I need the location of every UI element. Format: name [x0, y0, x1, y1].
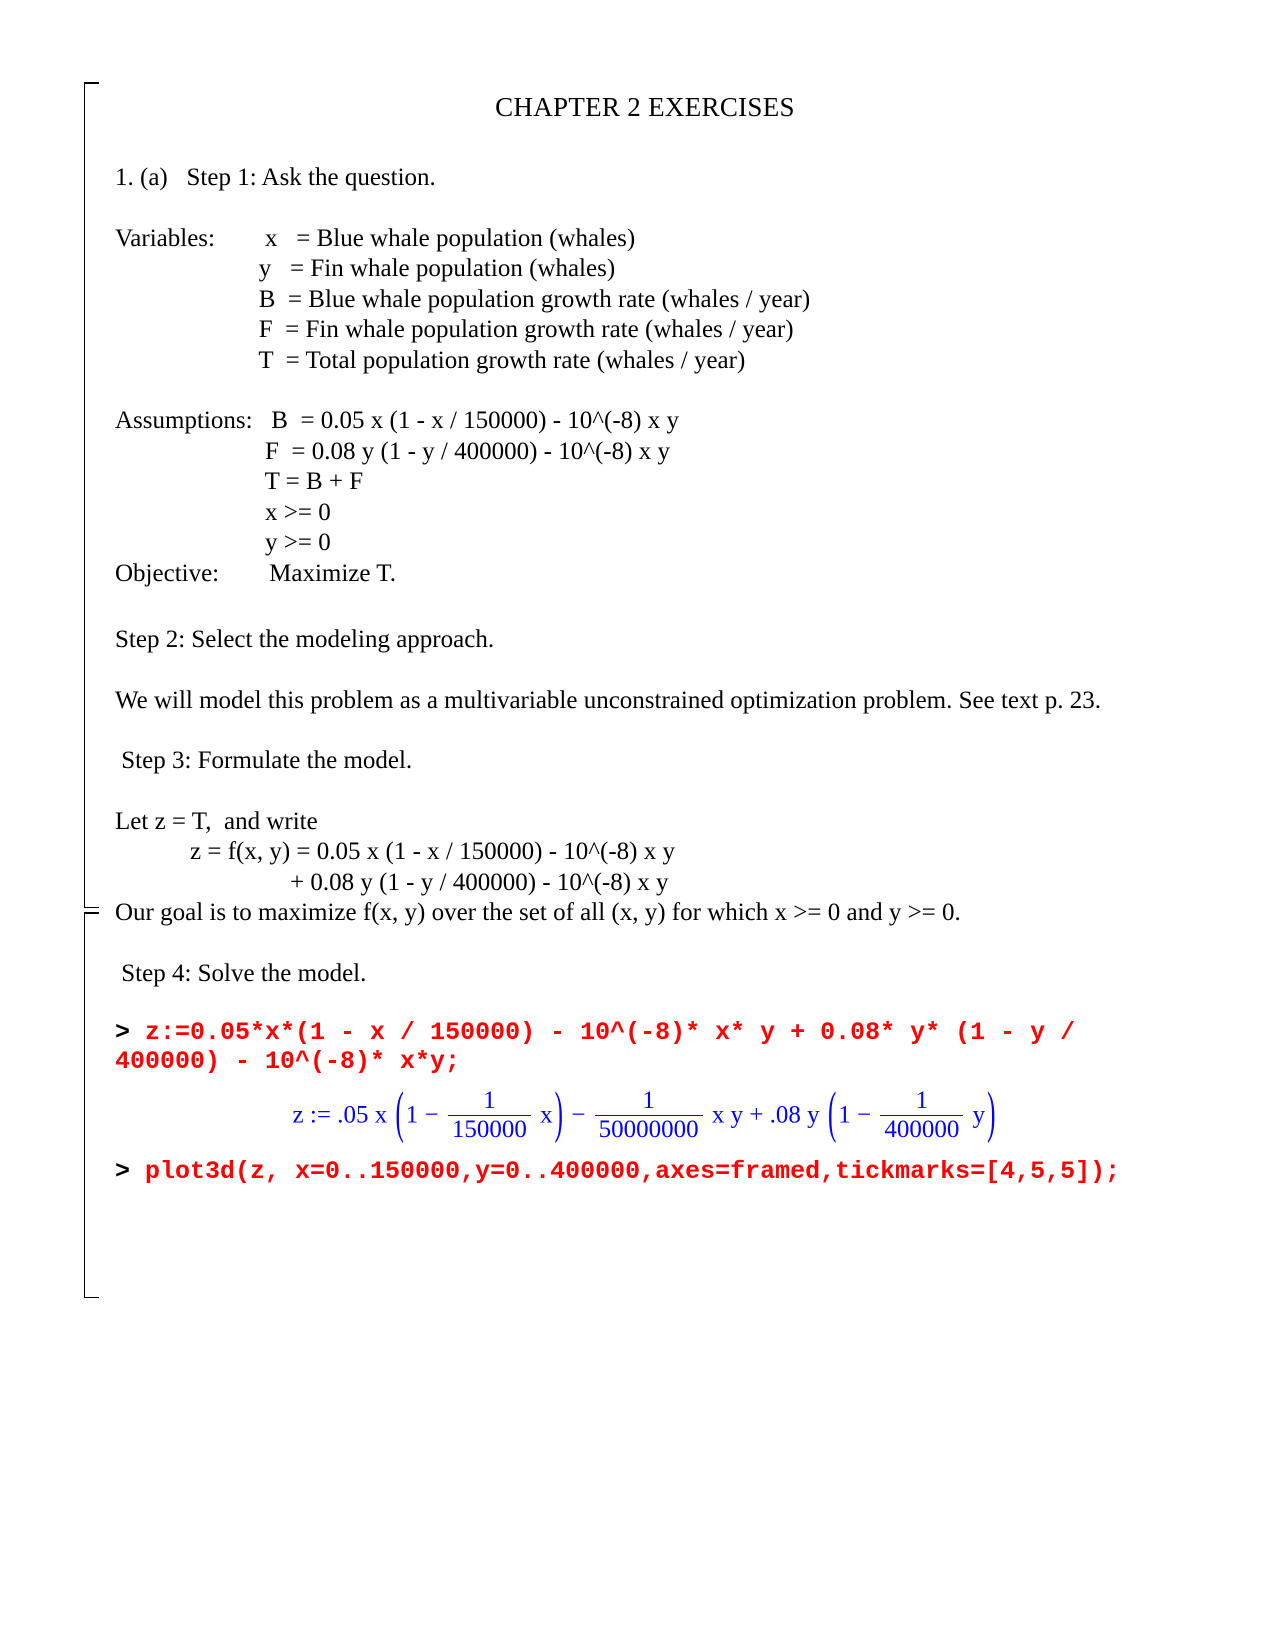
step3-goal: Our goal is to maximize f(x, y) over the… [115, 898, 1175, 929]
objective-text: Maximize T. [269, 560, 396, 587]
var-B: B = Blue whale population growth rate (w… [259, 286, 810, 313]
prompt-1: > [115, 1018, 145, 1047]
assumptions-block: Assumptions: B = 0.05 x (1 - x / 150000)… [115, 406, 1175, 559]
bracket-region-1 [84, 82, 99, 908]
code1-body: z:=0.05*x*(1 - x / 150000) - 10^(-8)* x*… [115, 1018, 1090, 1076]
variables-block: Variables: x = Blue whale population (wh… [115, 224, 1175, 377]
var-F: F = Fin whale population growth rate (wh… [259, 316, 794, 343]
lparen-icon: ( [395, 1083, 403, 1147]
maple-output-1: z := .05 x (1 − 1150000 x) − 150000000 x… [115, 1087, 1175, 1144]
chapter-title: CHAPTER 2 EXERCISES [115, 92, 1175, 123]
assumptions-label: Assumptions: [115, 407, 253, 434]
step1-heading: 1. (a) Step 1: Ask the question. [115, 163, 1175, 194]
assume-y: y >= 0 [265, 529, 331, 556]
assume-F: F = 0.08 y (1 - y / 400000) - 10^(-8) x … [265, 438, 670, 465]
step3-let: Let z = T, and write [115, 807, 1175, 838]
assume-T: T = B + F [265, 468, 364, 495]
math-prefix: z := .05 x [293, 1101, 388, 1128]
objective-line: Objective: Maximize T. [115, 559, 1175, 590]
after-frac1: x [540, 1101, 553, 1128]
assume-B: B = 0.05 x (1 - x / 150000) - 10^(-8) x … [271, 407, 679, 434]
var-T: T = Total population growth rate (whales… [258, 347, 745, 374]
fraction-3: 1400000 [880, 1087, 963, 1144]
frac1-num: 1 [448, 1087, 531, 1115]
step3-eq1: z = f(x, y) = 0.05 x (1 - x / 150000) - … [115, 837, 1175, 868]
lparen2-icon: ( [828, 1083, 836, 1147]
rparen2-icon: ) [987, 1083, 995, 1147]
prompt-2: > [115, 1157, 145, 1186]
step3-eq2: + 0.08 y (1 - y / 400000) - 10^(-8) x y [115, 868, 1175, 899]
maple-input-1: > z:=0.05*x*(1 - x / 150000) - 10^(-8)* … [115, 1019, 1175, 1077]
var-x: x = Blue whale population (whales) [265, 225, 635, 252]
bracket-region-2 [84, 912, 99, 1298]
assume-x: x >= 0 [265, 499, 331, 526]
var-y: y = Fin whale population (whales) [259, 255, 615, 282]
frac2-num: 1 [595, 1087, 703, 1115]
step2-heading: Step 2: Select the modeling approach. [115, 625, 1175, 656]
step3-heading: Step 3: Formulate the model. [115, 746, 1175, 777]
code2-body: plot3d(z, x=0..150000,y=0..400000,axes=f… [145, 1157, 1120, 1186]
frac3-num: 1 [880, 1087, 963, 1115]
frac3-den: 400000 [880, 1115, 963, 1144]
frac2-den: 50000000 [595, 1115, 703, 1144]
fraction-2: 150000000 [595, 1087, 703, 1144]
page: CHAPTER 2 EXERCISES 1. (a) Step 1: Ask t… [0, 0, 1275, 1650]
rparen-icon: ) [555, 1083, 563, 1147]
variables-label: Variables: [115, 225, 215, 252]
after-frac3: y [973, 1101, 986, 1128]
fraction-1: 1150000 [448, 1087, 531, 1144]
frac1-den: 150000 [448, 1115, 531, 1144]
step2-text: We will model this problem as a multivar… [115, 686, 1175, 717]
after-frac2: x y + .08 y [712, 1101, 820, 1128]
objective-label: Objective: [115, 560, 219, 587]
step4-heading: Step 4: Solve the model. [115, 959, 1175, 990]
maple-input-2: > plot3d(z, x=0..150000,y=0..400000,axes… [115, 1158, 1175, 1187]
